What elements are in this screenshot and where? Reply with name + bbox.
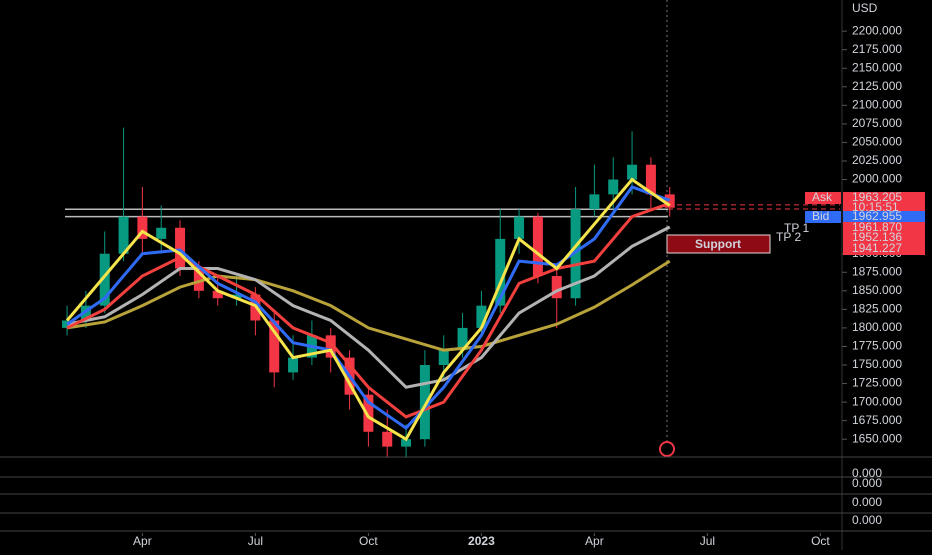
tp2-label: TP 2 (776, 230, 801, 244)
candle-body (80, 305, 91, 321)
y-tick-label: 1875.000 (852, 264, 902, 278)
tp1-label: TP 1 (784, 221, 809, 235)
moving-average (66, 225, 671, 389)
price-label: 1941.227 (852, 241, 902, 255)
price-label: 1962.955 (852, 209, 902, 223)
price-tag-box (805, 192, 841, 204)
support-label: Support (695, 237, 741, 251)
candle-body (438, 350, 449, 366)
support-box (666, 234, 771, 254)
candle-body (382, 431, 393, 447)
candle-body (212, 290, 223, 299)
candle-body (363, 394, 374, 432)
candle-body (457, 327, 468, 351)
moving-average (65, 177, 671, 442)
candle-body (476, 305, 487, 328)
price-label-box (843, 232, 925, 244)
x-tick-label: Jul (700, 534, 715, 548)
x-tick-label: Apr (585, 534, 604, 548)
candle-body (419, 365, 430, 440)
y-tick-label: 2150.000 (852, 60, 902, 74)
y-tick-label: 1825.000 (852, 302, 902, 316)
price-label: 1952.136 (852, 230, 902, 244)
price-label-box (843, 222, 925, 234)
event-icon[interactable] (659, 441, 675, 457)
y-tick-label: 1775.000 (852, 339, 902, 353)
moving-average (66, 259, 671, 352)
candle-body (193, 268, 204, 291)
y-tick-label: 2000.000 (852, 172, 902, 186)
price-label: 1963.205 (852, 190, 902, 204)
x-tick-label: Oct (359, 534, 378, 548)
price-tag-box (805, 211, 841, 223)
candle-body (495, 238, 506, 306)
candle-body (118, 216, 129, 254)
x-tick-label: Apr (133, 534, 152, 548)
candle-body (514, 216, 525, 239)
candle-body (137, 216, 148, 239)
candle-body (664, 194, 675, 208)
y-tick-label: 1850.000 (852, 283, 902, 297)
y-tick-label: 2125.000 (852, 79, 902, 93)
x-tick-label: 2023 (468, 534, 495, 548)
price-label-box (843, 192, 925, 204)
candle-body (99, 253, 110, 306)
candle-body (570, 209, 581, 299)
candle-body (645, 164, 656, 195)
candle-body (532, 216, 543, 276)
y-tick-label: 1675.000 (852, 413, 902, 427)
candle-body (231, 294, 242, 299)
candle-body (288, 357, 299, 373)
y-tick-label: 1800.000 (852, 320, 902, 334)
y-tick-label: 2100.000 (852, 98, 902, 112)
candle-body (156, 227, 167, 239)
price-label-box (843, 243, 925, 255)
price-tag: Bid (812, 209, 829, 223)
candle-body (589, 194, 600, 210)
y-tick-label: 1700.000 (852, 394, 902, 408)
x-tick-label: Jul (248, 534, 263, 548)
pane-value: 0.000 (852, 495, 882, 509)
pane-value: 0.000 (852, 466, 882, 480)
pane-value: 0.000 (852, 513, 882, 527)
y-tick-label: 1750.000 (852, 357, 902, 371)
y-tick-label: 2025.000 (852, 153, 902, 167)
candle-body (608, 179, 619, 195)
price-tag: Ask (812, 190, 833, 204)
candle-body (325, 335, 336, 358)
moving-average (66, 185, 671, 431)
candle-body (401, 439, 412, 447)
x-tick-label: Oct (811, 534, 830, 548)
currency: USD (852, 1, 878, 15)
candle-body (269, 320, 280, 373)
y-tick-label: 2200.000 (852, 23, 902, 37)
price-label: 1961.870 (852, 220, 902, 234)
y-tick-label: 1725.000 (852, 376, 902, 390)
candle-body (627, 164, 638, 180)
price-label: 10:15:51 (852, 200, 899, 214)
y-tick-label: 2075.000 (852, 116, 902, 130)
y-tick-label: 1650.000 (852, 431, 902, 445)
candle-body (175, 227, 186, 269)
price-label-box (843, 211, 925, 223)
moving-average (66, 201, 671, 419)
y-tick-label: 2175.000 (852, 42, 902, 56)
y-tick-label: 2050.000 (852, 135, 902, 149)
pane-value: 0.000 (852, 476, 882, 490)
candle-body (551, 275, 562, 299)
